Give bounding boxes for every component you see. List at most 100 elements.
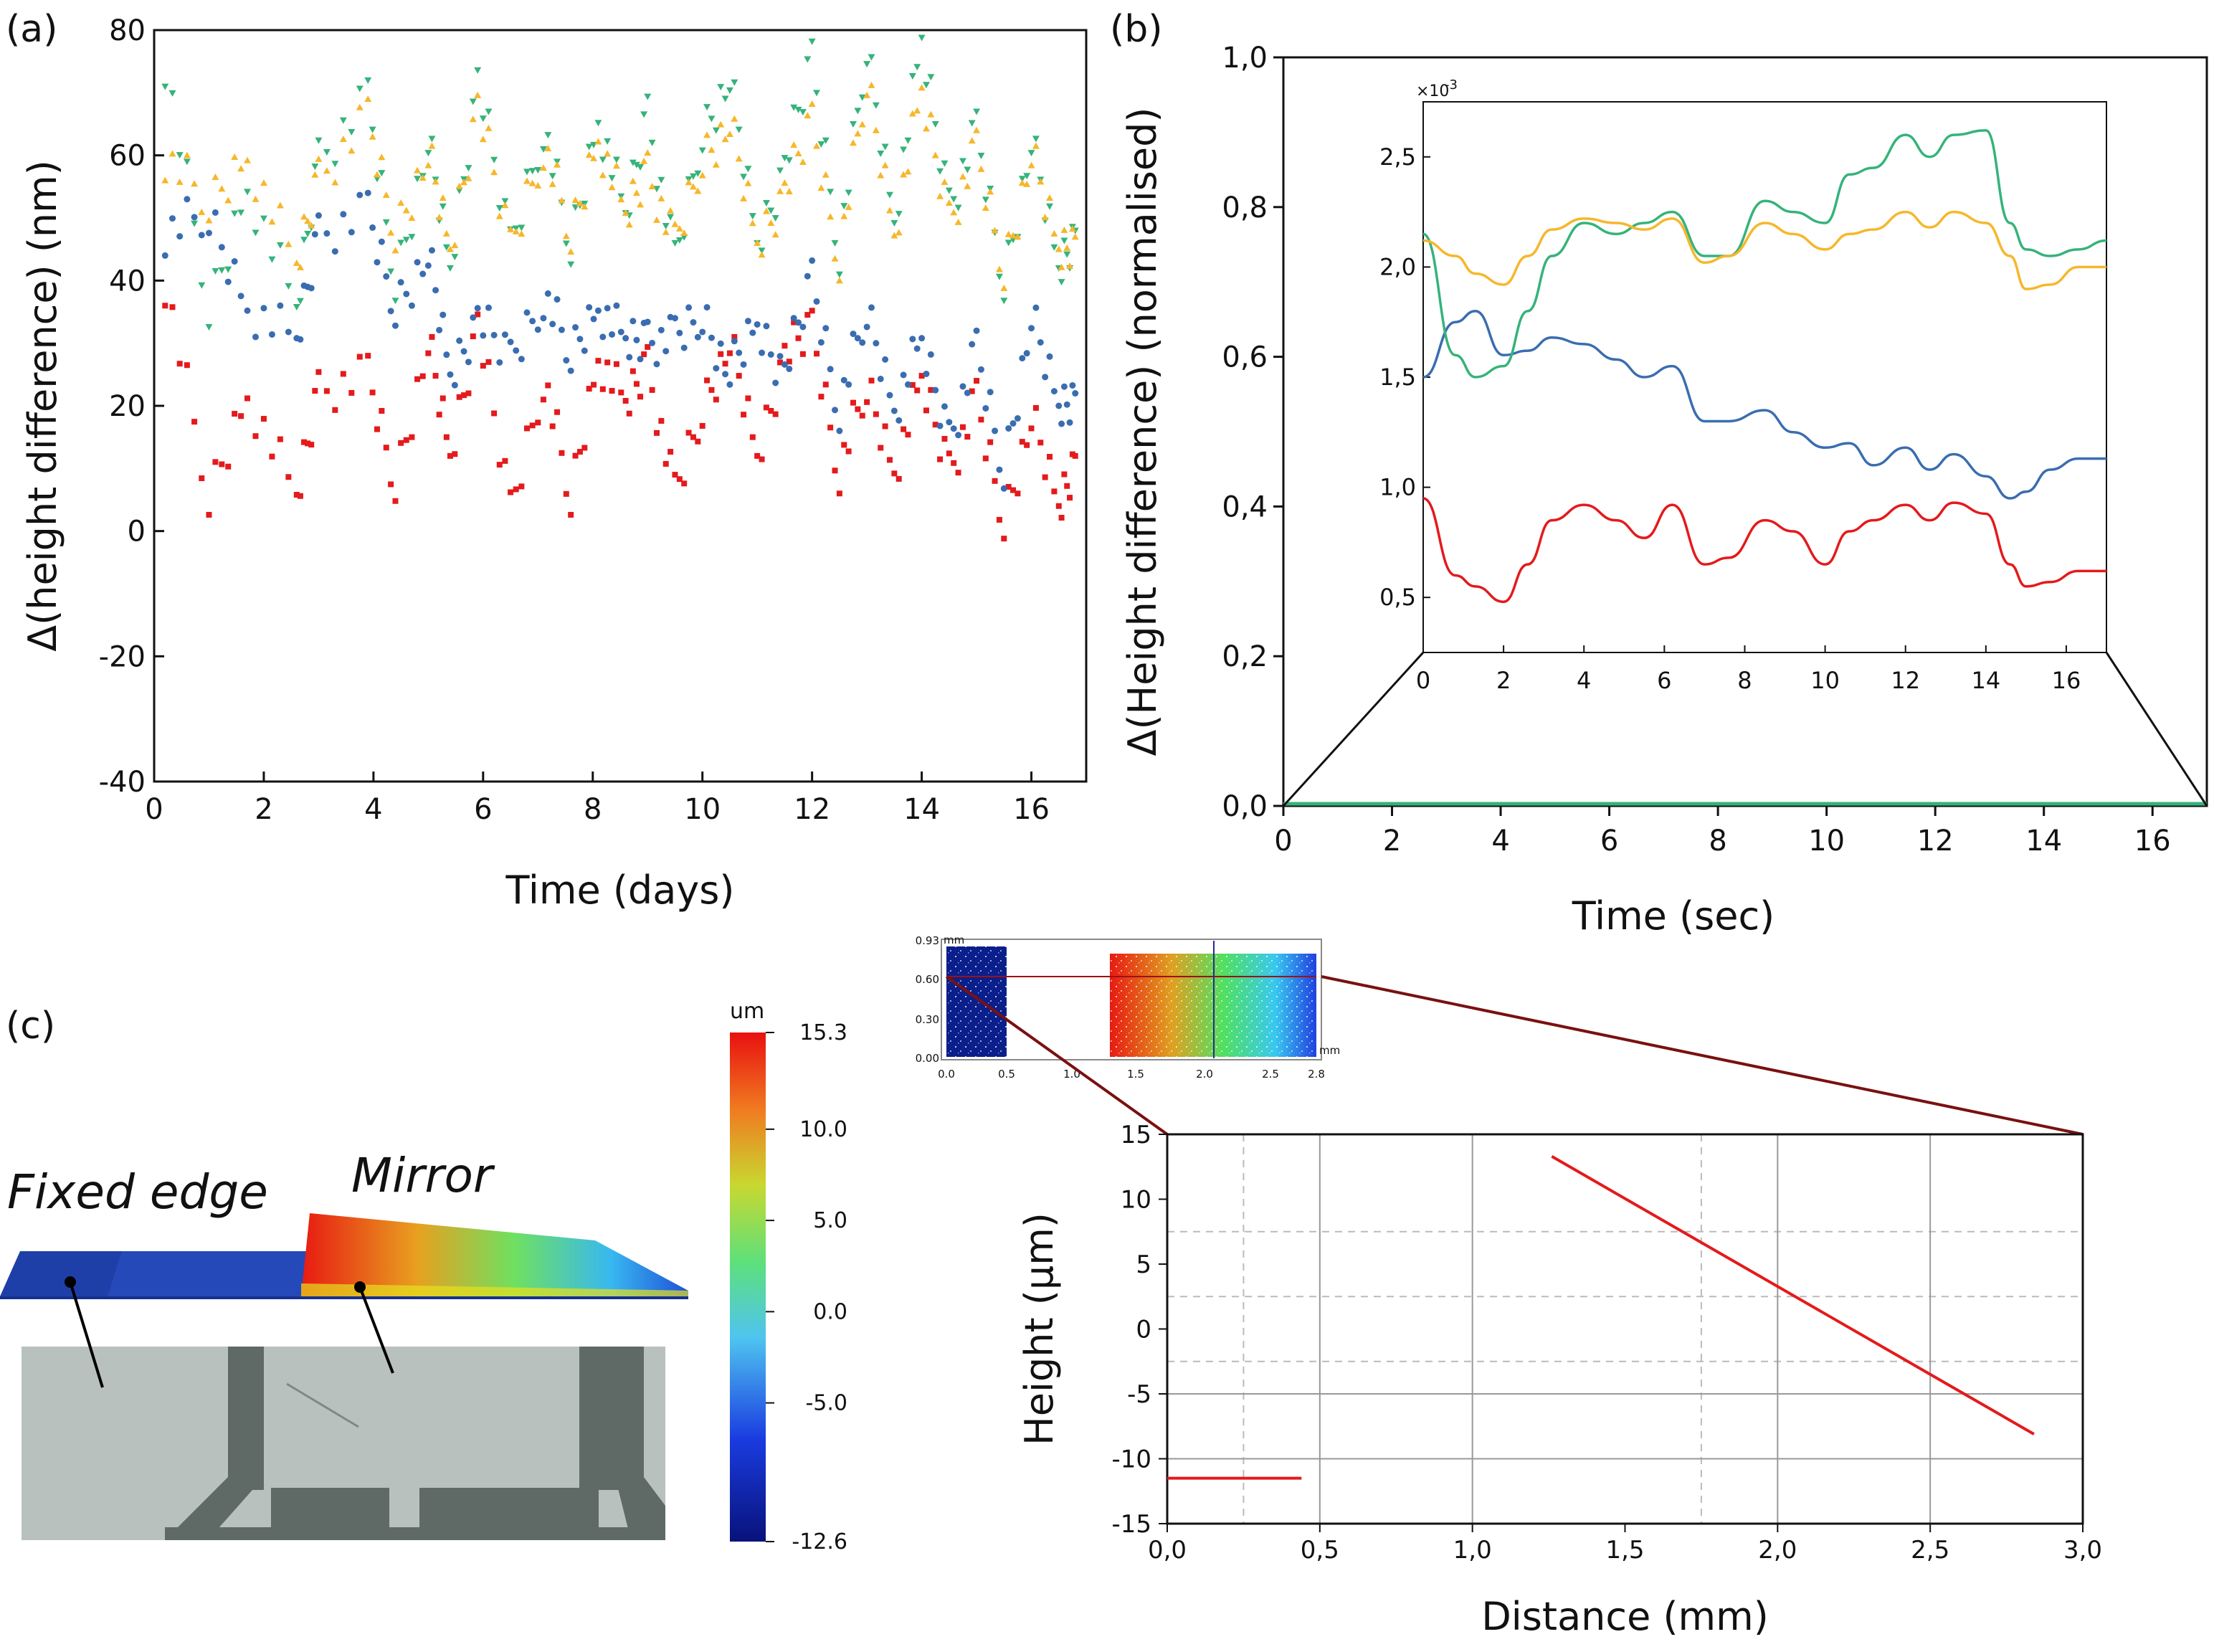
photo-pad-left	[271, 1488, 389, 1527]
height-map-x-tick-label: 1.5	[1127, 1068, 1144, 1081]
data-point-yellow	[276, 201, 284, 209]
data-point-red	[356, 353, 363, 360]
data-point-blue	[845, 381, 852, 388]
data-point-red	[859, 412, 865, 419]
data-point-green	[408, 234, 416, 241]
pointer-line-fixed-edge	[69, 1281, 104, 1388]
data-point-green	[523, 168, 531, 176]
data-point-green	[982, 196, 989, 204]
data-point-green	[369, 126, 376, 133]
inset-y-tick-label: 0,5	[1379, 584, 1416, 611]
data-point-yellow	[735, 155, 743, 162]
data-point-red	[403, 437, 409, 443]
data-point-blue	[629, 318, 637, 325]
x-tick-label-a: 4	[364, 793, 382, 826]
data-point-blue	[895, 417, 903, 424]
data-point-blue	[428, 247, 435, 254]
data-point-green	[726, 87, 733, 94]
data-point-yellow	[840, 212, 848, 219]
data-point-red	[1067, 495, 1073, 501]
data-point-green	[671, 239, 679, 247]
data-point-blue	[676, 329, 683, 336]
data-point-red	[581, 445, 588, 451]
data-point-yellow	[612, 162, 620, 169]
data-point-blue	[927, 351, 934, 358]
data-point-red	[409, 434, 415, 440]
data-point-blue	[850, 331, 857, 338]
data-point-yellow	[982, 204, 989, 212]
data-point-blue	[1069, 381, 1076, 389]
data-point-yellow	[794, 150, 802, 157]
data-point-red	[946, 450, 952, 457]
data-point-red	[502, 457, 508, 464]
y-axis-title-b: Δ(Height difference) (normalised)	[1120, 108, 1165, 756]
data-point-blue	[311, 231, 318, 238]
data-point-yellow	[1041, 214, 1049, 221]
data-point-blue	[772, 379, 779, 386]
data-point-yellow	[858, 120, 866, 128]
data-point-red	[672, 472, 678, 478]
data-point-blue	[513, 347, 520, 354]
data-point-blue	[662, 348, 670, 355]
y-tick-label-a: -40	[99, 766, 146, 799]
data-point-red	[475, 311, 481, 318]
data-point-blue	[518, 356, 525, 363]
data-point-green	[1060, 237, 1068, 245]
data-point-red	[312, 388, 318, 394]
data-point-red	[923, 407, 929, 414]
colorbar-tick-label: -5.0	[805, 1391, 847, 1416]
data-point-yellow	[293, 259, 300, 266]
zoom-line-left	[945, 975, 1169, 1136]
data-point-blue	[534, 326, 541, 333]
data-point-green	[735, 126, 743, 133]
data-point-red	[285, 474, 292, 480]
data-point-red	[982, 455, 989, 462]
data-point-green	[648, 139, 656, 146]
data-point-green	[877, 151, 885, 158]
data-point-red	[599, 386, 606, 392]
data-point-green	[936, 168, 944, 175]
data-point-blue	[622, 335, 629, 342]
data-point-blue	[480, 332, 487, 339]
data-point-yellow	[726, 130, 733, 137]
data-point-yellow	[931, 151, 939, 158]
data-point-blue	[840, 376, 847, 384]
data-point-blue	[224, 278, 232, 285]
data-point-green	[387, 268, 395, 275]
data-point-yellow	[850, 139, 857, 146]
data-point-blue	[644, 318, 651, 326]
data-point-blue	[1050, 388, 1058, 395]
data-point-blue	[1032, 304, 1040, 311]
data-point-red	[184, 362, 190, 369]
data-point-blue	[713, 365, 720, 372]
data-point-green	[680, 234, 688, 241]
data-point-red	[1001, 536, 1007, 542]
data-point-blue	[977, 366, 984, 373]
data-point-yellow	[927, 110, 935, 118]
data-point-yellow	[442, 229, 450, 237]
data-point-yellow	[754, 239, 761, 246]
data-point-yellow	[945, 199, 953, 206]
data-point-blue	[440, 311, 447, 318]
data-point-blue	[740, 361, 747, 368]
data-point-green	[712, 127, 720, 134]
data-point-green	[954, 204, 962, 212]
data-point-red	[626, 410, 632, 417]
data-point-yellow	[439, 194, 447, 201]
data-point-green	[863, 61, 871, 68]
data-point-green	[183, 158, 191, 166]
data-point-blue	[443, 351, 450, 359]
data-point-yellow	[501, 201, 509, 209]
data-point-yellow	[1058, 263, 1065, 270]
data-point-green	[959, 158, 966, 165]
data-point-red	[535, 419, 541, 426]
data-point-red	[959, 424, 966, 430]
data-point-green	[495, 205, 503, 212]
data-point-green	[644, 93, 652, 100]
data-point-blue	[590, 315, 597, 323]
data-point-green	[604, 138, 612, 145]
data-point-blue	[529, 318, 536, 325]
data-point-blue	[408, 302, 415, 309]
data-point-yellow	[831, 255, 839, 262]
